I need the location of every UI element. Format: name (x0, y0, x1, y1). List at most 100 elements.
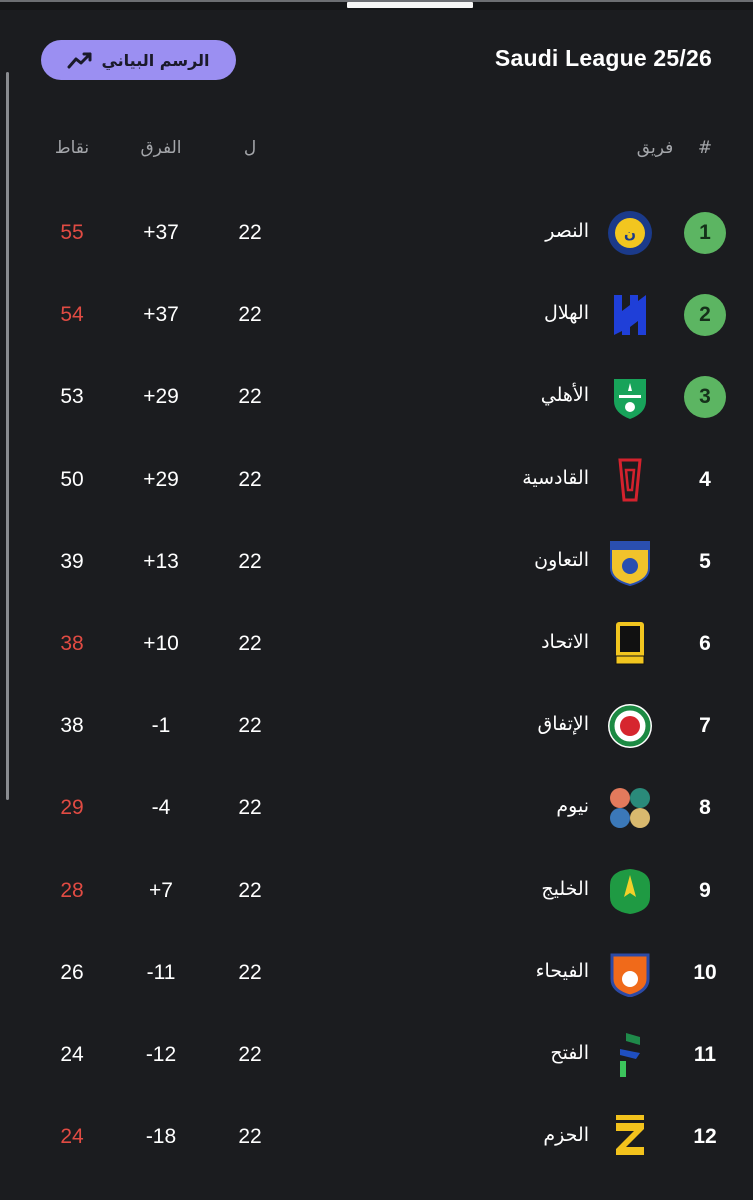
table-header: الرسم البياني Saudi League 25/26 (0, 0, 753, 120)
al-qadsiah-logo (606, 456, 654, 504)
league-title: Saudi League 25/26 (494, 45, 712, 71)
chart-button[interactable]: الرسم البياني (41, 40, 236, 80)
table-row[interactable]: 12 الحزم 22 -18 24 (0, 1096, 753, 1178)
points-value: 38 (60, 632, 84, 655)
rank-badge: 10 (693, 960, 717, 984)
neom-logo (606, 784, 654, 832)
team-name: الإتفاق (537, 713, 589, 736)
points-value: 54 (60, 303, 84, 327)
played-value: 22 (238, 303, 262, 327)
status-strip (0, 0, 753, 10)
rank-badge: 8 (699, 796, 711, 820)
table-row[interactable]: 2 الهلال 22 +37 54 (0, 274, 753, 356)
team-name: القادسية (522, 466, 589, 489)
rank-badge: 2 (684, 294, 726, 337)
goal-diff-value: -12 (145, 1043, 177, 1066)
al-fayha-logo (606, 949, 654, 998)
rank-badge: 6 (699, 632, 711, 655)
played-value: 22 (238, 878, 262, 902)
team-name: الفيحاء (535, 959, 589, 982)
team-name: التعاون (534, 548, 589, 571)
played-value: 22 (238, 467, 262, 491)
played-value: 22 (238, 1125, 262, 1149)
table-row[interactable]: 7 الإتفاق 22 -1 38 (0, 685, 753, 767)
points-value: 26 (60, 960, 84, 984)
column-goal-diff: الفرق (140, 138, 182, 158)
goal-diff-value: +29 (143, 467, 179, 491)
goal-diff-value: +10 (143, 632, 179, 655)
table-row[interactable]: 8 نيوم 22 -4 29 (0, 767, 753, 849)
al-ettifaq-logo (606, 702, 654, 750)
table-row[interactable]: 6 الاتحاد 22 +10 38 (0, 603, 753, 685)
al-ahli-logo (606, 373, 654, 421)
goal-diff-value: +37 (143, 303, 179, 327)
chart-button-label: الرسم البياني (101, 50, 210, 70)
played-value: 22 (238, 960, 262, 984)
al-khaleej-logo (606, 867, 654, 915)
played-value: 22 (238, 1043, 262, 1066)
team-name: الفتح (550, 1042, 589, 1064)
played-value: 22 (238, 385, 262, 409)
rank-badge: 4 (699, 467, 711, 491)
column-rank: # (697, 138, 713, 158)
table-row[interactable]: 4 القادسية 22 +29 50 (0, 439, 753, 521)
table-row[interactable]: 11 الفتح 22 -12 24 (0, 1014, 753, 1096)
played-value: 22 (238, 796, 262, 820)
table-row[interactable]: 10 الفيحاء 22 -11 26 (0, 932, 753, 1014)
al-hazem-logo (606, 1113, 654, 1161)
points-value: 53 (60, 385, 84, 409)
trend-line-icon (67, 52, 92, 69)
al-nassr-logo: ن (606, 209, 654, 257)
top-divider (0, 0, 753, 2)
played-value: 22 (238, 221, 262, 244)
points-value: 24 (60, 1043, 84, 1066)
team-name: الخليج (541, 877, 589, 900)
goal-diff-value: +29 (143, 385, 179, 409)
svg-text:ن: ن (624, 226, 636, 242)
column-played: ل (243, 138, 257, 158)
team-name: النصر (545, 220, 589, 242)
goal-diff-value: +13 (143, 549, 179, 573)
goal-diff-value: -11 (146, 960, 176, 984)
played-value: 22 (238, 714, 262, 738)
goal-diff-value: -4 (151, 796, 171, 820)
rank-badge: 3 (684, 376, 726, 419)
goal-diff-value: -1 (151, 714, 171, 738)
column-team: فريق (636, 138, 674, 158)
team-name: الاتحاد (541, 631, 589, 653)
points-value: 24 (60, 1125, 84, 1149)
goal-diff-value: +37 (143, 221, 179, 244)
table-row[interactable]: 5 التعاون 22 +13 39 (0, 521, 753, 603)
rank-badge: 1 (684, 212, 726, 254)
table-row[interactable]: 1 ن النصر 22 +37 55 (0, 192, 753, 274)
scrollbar[interactable] (6, 72, 9, 800)
home-indicator (347, 2, 473, 8)
team-name: الأهلي (540, 384, 589, 407)
rank-badge: 5 (699, 549, 711, 573)
points-value: 55 (60, 221, 84, 244)
table-row[interactable]: 9 الخليج 22 +7 28 (0, 850, 753, 932)
points-value: 38 (60, 714, 84, 738)
al-fateh-logo (606, 1031, 654, 1079)
played-value: 22 (238, 549, 262, 573)
team-name: الحزم (543, 1124, 589, 1147)
points-value: 28 (60, 878, 84, 902)
played-value: 22 (238, 632, 262, 655)
points-value: 50 (60, 467, 84, 491)
goal-diff-value: -18 (145, 1125, 177, 1149)
points-value: 39 (60, 549, 84, 573)
column-points: نقاط (54, 138, 90, 158)
rank-badge: 7 (699, 714, 711, 738)
rank-badge: 12 (693, 1125, 717, 1149)
goal-diff-value: +7 (149, 878, 173, 902)
team-name: الهلال (544, 302, 589, 325)
team-name: نيوم (556, 795, 589, 818)
al-ittihad-logo (606, 620, 654, 668)
table-row[interactable]: 3 الأهلي 22 +29 53 (0, 356, 753, 438)
al-taawoun-logo (606, 538, 654, 586)
al-hilal-logo (606, 291, 654, 339)
rank-badge: 11 (693, 1043, 717, 1066)
points-value: 29 (60, 796, 84, 820)
rank-badge: 9 (699, 878, 711, 902)
